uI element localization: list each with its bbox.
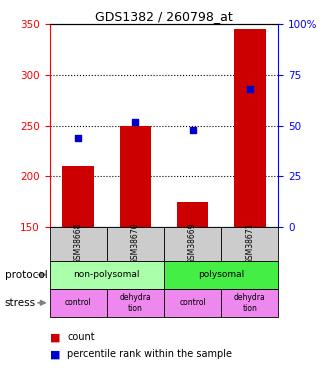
Bar [221, 289, 278, 317]
Bar [107, 289, 164, 317]
Point [190, 127, 195, 133]
Bar [177, 202, 208, 227]
Point [247, 86, 252, 92]
Bar [50, 227, 107, 261]
Text: control: control [179, 298, 206, 307]
Point [76, 135, 81, 141]
Text: count: count [67, 333, 95, 342]
Bar [120, 126, 151, 227]
Text: dehydra
tion: dehydra tion [234, 293, 266, 312]
Text: dehydra
tion: dehydra tion [120, 293, 151, 312]
Text: protocol: protocol [5, 270, 48, 280]
Bar [234, 30, 266, 227]
Text: percentile rank within the sample: percentile rank within the sample [67, 350, 232, 359]
Text: GSM38670: GSM38670 [131, 223, 140, 264]
Text: non-polysomal: non-polysomal [74, 270, 140, 279]
Title: GDS1382 / 260798_at: GDS1382 / 260798_at [95, 10, 233, 23]
Bar [62, 166, 94, 227]
Bar [221, 227, 278, 261]
Bar [164, 227, 221, 261]
Text: GSM38671: GSM38671 [245, 223, 254, 264]
Text: GSM38668: GSM38668 [74, 223, 83, 264]
Bar [50, 289, 107, 317]
Text: stress: stress [5, 298, 36, 308]
Text: ■: ■ [50, 333, 60, 342]
Bar [164, 261, 278, 289]
Text: GSM38669: GSM38669 [188, 223, 197, 264]
Bar [164, 289, 221, 317]
Text: ■: ■ [50, 350, 60, 359]
Bar [50, 261, 164, 289]
Point [133, 118, 138, 124]
Text: polysomal: polysomal [198, 270, 244, 279]
Bar [107, 227, 164, 261]
Text: control: control [65, 298, 92, 307]
